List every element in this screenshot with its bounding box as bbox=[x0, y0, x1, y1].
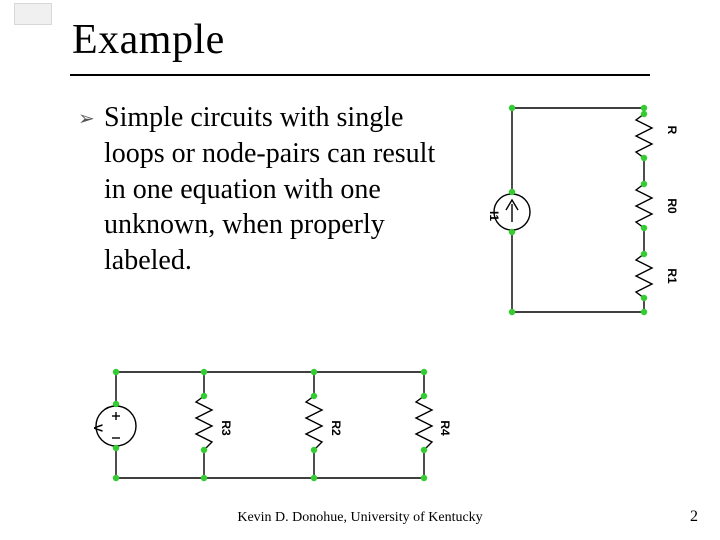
circuit-diagram-series: I1 R R0 R1 bbox=[460, 100, 688, 320]
nodes bbox=[113, 369, 427, 481]
label-R: R bbox=[665, 126, 679, 135]
slide-corner-tab bbox=[14, 3, 52, 25]
label-R0: R0 bbox=[665, 198, 679, 214]
label-R2: R2 bbox=[329, 420, 343, 436]
chevron-bullet-icon: ➢ bbox=[78, 106, 95, 131]
label-R3: R3 bbox=[219, 420, 233, 436]
title-underline bbox=[70, 74, 650, 76]
wires bbox=[512, 108, 652, 312]
page-title: Example bbox=[72, 16, 225, 64]
wires bbox=[96, 372, 432, 478]
label-V: V bbox=[91, 424, 105, 432]
footer-text: Kevin D. Donohue, University of Kentucky bbox=[0, 510, 720, 526]
label-R4: R4 bbox=[438, 420, 452, 436]
page-number: 2 bbox=[690, 508, 698, 526]
label-I1: I1 bbox=[487, 211, 501, 221]
label-R1: R1 bbox=[665, 268, 679, 284]
body-text: Simple circuits with single loops or nod… bbox=[104, 100, 454, 279]
circuit-diagram-parallel: V R3 R2 R4 bbox=[86, 360, 456, 490]
